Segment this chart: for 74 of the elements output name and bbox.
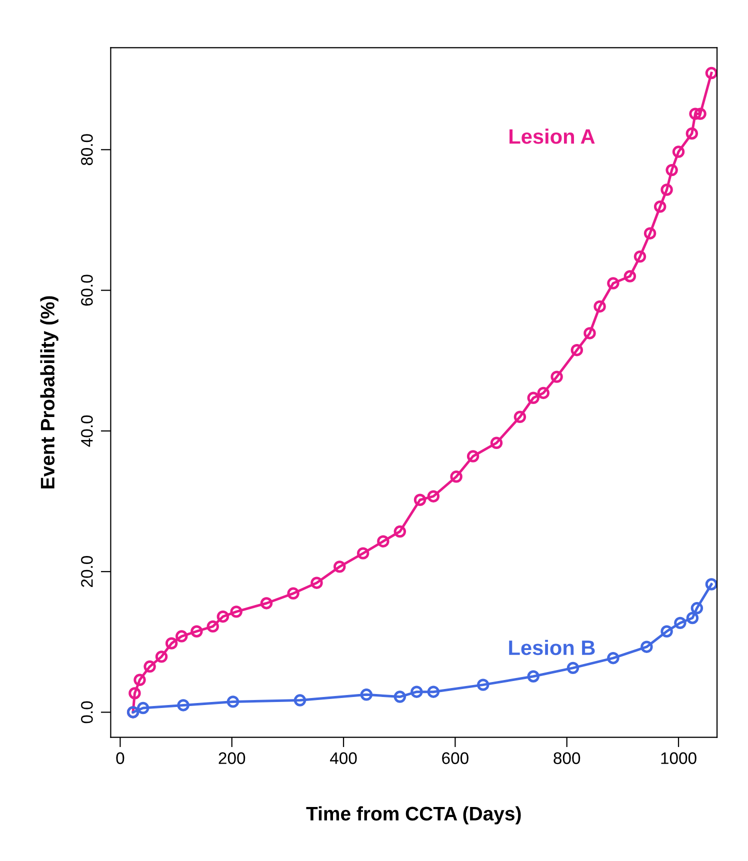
x-axis-title: Time from CCTA (Days) xyxy=(306,806,521,824)
point xyxy=(566,662,580,674)
y-tick-label: 0.0 xyxy=(81,701,93,724)
x-tick-label: 400 xyxy=(330,752,357,764)
point xyxy=(514,410,526,423)
point xyxy=(644,227,656,240)
point xyxy=(607,277,620,290)
text: Lesion A xyxy=(510,128,595,144)
point xyxy=(570,344,584,356)
point xyxy=(394,525,406,538)
point xyxy=(394,690,406,703)
point xyxy=(427,490,440,502)
point xyxy=(414,494,426,506)
point xyxy=(216,610,230,623)
point xyxy=(694,108,706,120)
point xyxy=(144,660,156,673)
point xyxy=(654,200,666,213)
point xyxy=(334,560,346,573)
point xyxy=(260,597,273,610)
point xyxy=(356,547,370,560)
y-axis-title: Event Probability (%) xyxy=(40,296,58,488)
point xyxy=(294,694,306,706)
point xyxy=(594,300,606,313)
point xyxy=(686,612,699,624)
point xyxy=(527,392,540,404)
point xyxy=(660,625,673,638)
point xyxy=(226,696,240,708)
x-tick-label: 1000 xyxy=(661,752,696,764)
series-label: Lesion B xyxy=(509,640,595,656)
point xyxy=(230,606,242,618)
point xyxy=(287,587,300,600)
point xyxy=(476,678,490,691)
point xyxy=(584,327,596,340)
point xyxy=(176,630,188,642)
point xyxy=(550,370,563,383)
x-tick-label: 800 xyxy=(554,752,580,764)
point xyxy=(136,702,150,714)
x-tick-label: 600 xyxy=(442,752,468,764)
point xyxy=(206,620,219,633)
point xyxy=(640,640,653,653)
point xyxy=(177,699,190,712)
point xyxy=(360,688,373,701)
point xyxy=(660,184,673,196)
x-tick-label: 200 xyxy=(218,752,246,764)
point xyxy=(466,450,480,462)
point xyxy=(377,535,390,548)
point xyxy=(689,108,702,120)
point xyxy=(134,674,146,686)
point xyxy=(128,687,141,700)
point xyxy=(690,602,704,614)
point xyxy=(450,470,462,483)
point xyxy=(607,652,620,664)
point xyxy=(666,164,678,176)
point xyxy=(705,578,718,590)
y-tick-label: 80.0 xyxy=(81,134,93,166)
point xyxy=(490,436,503,450)
point xyxy=(624,270,636,282)
point xyxy=(190,625,203,638)
y-tick-label: 40.0 xyxy=(81,415,93,447)
point xyxy=(686,127,698,140)
y-tick-label: 60.0 xyxy=(81,274,93,306)
point xyxy=(155,650,168,663)
point xyxy=(310,576,323,589)
point xyxy=(165,637,178,650)
point xyxy=(674,616,686,630)
point xyxy=(427,686,440,698)
point xyxy=(705,66,718,80)
point xyxy=(672,146,685,158)
point xyxy=(527,670,540,682)
y-tick-label: 20.0 xyxy=(81,556,93,587)
point xyxy=(537,386,550,400)
x-tick-label: 0 xyxy=(116,752,124,764)
point xyxy=(410,686,423,698)
point xyxy=(634,250,646,263)
